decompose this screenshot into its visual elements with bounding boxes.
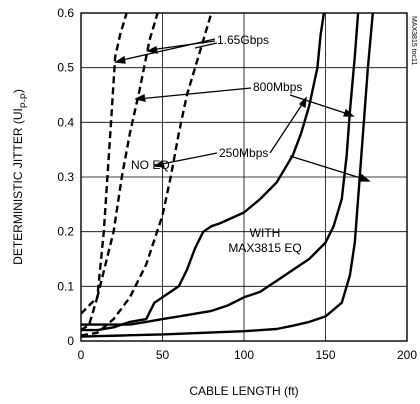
y-axis-title-close: ) (11, 89, 25, 93)
arrowhead-1-65gbps-b (146, 46, 158, 54)
y-tick-label-1: 0.1 (57, 279, 74, 293)
annotations: 1.65Gbps 800Mbps 250Mbps NO EQ WITH MAX3… (114, 33, 371, 255)
figure-tag: MAX3815 toc11 (410, 16, 417, 65)
series-line-3-dashed (81, 13, 213, 337)
label-with: WITH (250, 226, 281, 240)
arrow-800mbps-b (289, 94, 352, 116)
series-line-1-dashed (81, 13, 128, 332)
y-tick-label-6: 0.6 (57, 6, 74, 20)
series-line-5-solid (81, 13, 360, 326)
label-no-eq: NO EQ (131, 158, 170, 172)
arrowhead-800mbps-a (134, 94, 146, 102)
y-tick-label-5: 0.5 (57, 61, 74, 75)
y-tick-label-2: 0.2 (57, 225, 74, 239)
annotation-arrows (114, 38, 371, 182)
series-line-6-solid (81, 13, 374, 338)
label-max3815-eq: MAX3815 EQ (228, 241, 301, 255)
arrowhead-250mbps-a (153, 159, 165, 168)
arrowhead-250mbps-c (298, 96, 307, 109)
arrow-800mbps-a (137, 87, 252, 100)
x-tick-labels: 0 50 100 150 200 (78, 348, 418, 362)
x-tick-label-4: 200 (397, 348, 417, 362)
x-tick-label-2: 100 (234, 348, 254, 362)
arrowhead-250mbps-b (359, 173, 371, 182)
arrowhead-1-65gbps-a (114, 55, 126, 64)
series-line-2-dashed (81, 13, 159, 315)
y-tick-label-0: 0 (67, 334, 74, 348)
y-axis-title-sub: P-P (19, 93, 29, 108)
x-axis-title: CABLE LENGTH (ft) (189, 384, 298, 398)
series-group (81, 13, 374, 338)
plot-frame (80, 12, 408, 342)
y-tick-label-3: 0.3 (57, 170, 74, 184)
arrow-250mbps-c (269, 99, 306, 154)
arrow-250mbps-b (289, 155, 368, 181)
arrow-1-65gbps-b (149, 40, 216, 51)
arrow-250mbps-a (156, 152, 218, 166)
label-800mbps: 800Mbps (253, 80, 302, 94)
x-tick-label-3: 150 (315, 348, 335, 362)
series-line-4-solid (81, 13, 326, 332)
label-250mbps: 250Mbps (219, 146, 268, 160)
y-axis-title-main: DETERMINISTIC JITTER (UI (11, 108, 25, 265)
arrowhead-800mbps-b (343, 108, 355, 117)
x-tick-label-1: 50 (156, 348, 170, 362)
y-axis-title: DETERMINISTIC JITTER (UIP-P) (11, 89, 29, 265)
y-tick-label-4: 0.4 (57, 115, 74, 129)
label-1-65gbps: 1.65Gbps (217, 33, 269, 47)
arrow-1-65gbps-c (194, 42, 218, 49)
x-tick-label-0: 0 (78, 348, 85, 362)
y-tick-labels: 0 0.1 0.2 0.3 0.4 0.5 0.6 (57, 6, 74, 348)
